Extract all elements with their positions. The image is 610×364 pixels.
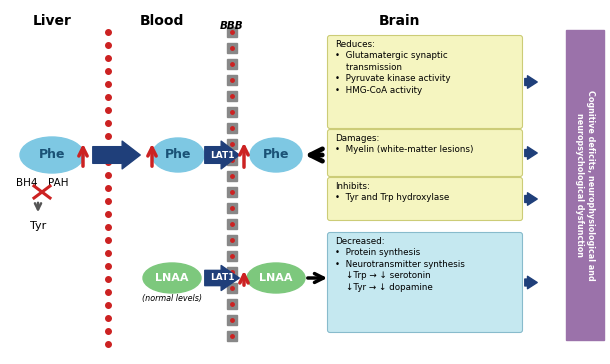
Bar [227,235,237,245]
FancyArrowPatch shape [525,193,537,205]
Text: Reduces:
•  Glutamatergic synaptic
    transmission
•  Pyruvate kinase activity
: Reduces: • Glutamatergic synaptic transm… [335,40,451,95]
FancyBboxPatch shape [328,36,523,128]
Bar [227,123,237,133]
Ellipse shape [247,263,305,293]
Bar [227,59,237,69]
Bar [227,43,237,53]
Bar [227,315,237,325]
Text: BH4: BH4 [16,178,37,188]
Bar [227,267,237,277]
Text: Damages:
•  Myelin (white-matter lesions): Damages: • Myelin (white-matter lesions) [335,134,473,154]
FancyArrowPatch shape [93,141,140,169]
Bar [227,331,237,341]
FancyArrowPatch shape [525,276,537,289]
Text: Cognitive deficits, neurophysiological and
neuropsychological dysfunction: Cognitive deficits, neurophysiological a… [575,90,595,280]
Bar [227,27,237,37]
Bar [227,187,237,197]
Bar [227,75,237,85]
FancyArrowPatch shape [525,76,537,88]
FancyArrowPatch shape [205,265,239,290]
FancyBboxPatch shape [328,233,523,332]
Text: LAT1: LAT1 [210,150,234,159]
Text: Inhibits:
•  Tyr and Trp hydroxylase: Inhibits: • Tyr and Trp hydroxylase [335,182,449,202]
Bar [227,107,237,117]
FancyArrowPatch shape [205,141,239,169]
Text: Phe: Phe [263,149,289,162]
FancyBboxPatch shape [328,130,523,177]
Bar [566,30,604,340]
Text: Brain: Brain [379,14,421,28]
Text: Liver: Liver [32,14,71,28]
Bar [227,155,237,165]
Ellipse shape [143,263,201,293]
FancyBboxPatch shape [328,178,523,221]
Bar [227,251,237,261]
Text: Phe: Phe [39,149,65,162]
Bar [227,171,237,181]
Bar [227,283,237,293]
Text: (normal levels): (normal levels) [142,293,202,302]
Text: LNAA: LNAA [259,273,293,283]
Bar [227,299,237,309]
Bar [227,91,237,101]
Text: LNAA: LNAA [156,273,188,283]
Ellipse shape [20,137,84,173]
Text: PAH: PAH [48,178,68,188]
Text: Phe: Phe [165,149,192,162]
Bar [227,139,237,149]
Ellipse shape [250,138,302,172]
Text: Blood: Blood [140,14,184,28]
Bar [227,203,237,213]
FancyArrowPatch shape [525,147,537,159]
Ellipse shape [152,138,204,172]
Bar [227,219,237,229]
Text: Tyr: Tyr [30,221,46,231]
Text: BBB: BBB [220,21,244,31]
Text: Decreased:
•  Protein synthesis
•  Neurotransmitter synthesis
    ↓Trp → ↓ serot: Decreased: • Protein synthesis • Neurotr… [335,237,465,292]
Text: LAT1: LAT1 [210,273,234,282]
